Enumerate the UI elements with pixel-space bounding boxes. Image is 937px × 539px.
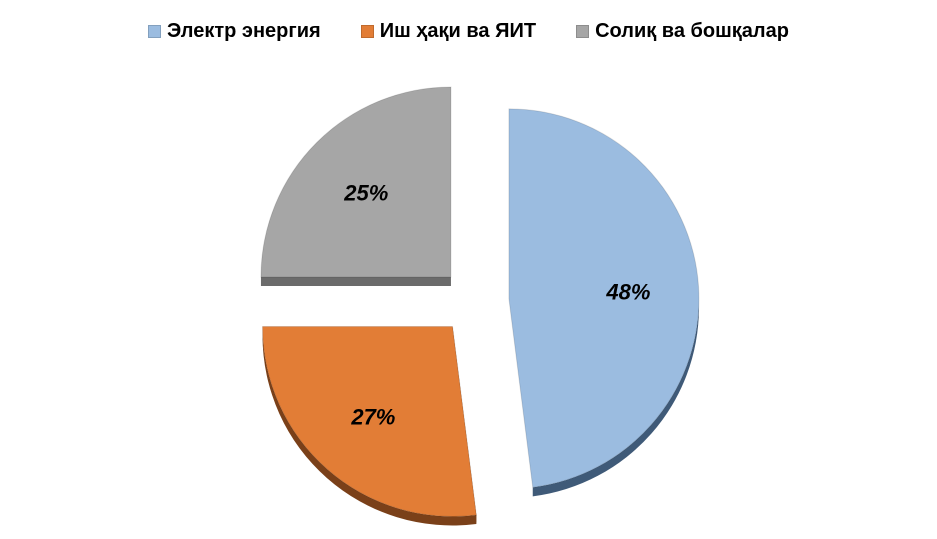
legend-swatch-electricity — [148, 25, 162, 38]
legend-item-electricity: Электр энергия — [148, 20, 321, 43]
legend-swatch-taxes — [576, 25, 590, 38]
legend-item-taxes: Солиқ ва бошқалар — [576, 20, 789, 43]
legend-item-wages: Иш ҳақи ва ЯИТ — [360, 20, 537, 43]
slice-label-taxes: 25% — [343, 180, 388, 205]
slice-label-wages: 27% — [350, 404, 395, 429]
pie-slice-edge-taxes — [260, 276, 451, 286]
pie-slice-taxes — [260, 86, 452, 278]
pie-slice-side-electricity — [532, 298, 699, 497]
legend-label-taxes: Солиқ ва бошқалар — [595, 20, 789, 42]
legend-swatch-wages — [360, 25, 374, 38]
legend-label-electricity: Электр энергия — [167, 20, 321, 42]
pie-slice-electricity — [508, 108, 700, 488]
slice-label-electricity: 48% — [605, 279, 650, 304]
chart-legend: Электр энергия Иш ҳақи ва ЯИТ Солиқ ва б… — [0, 20, 937, 43]
pie-slice-wages — [262, 326, 477, 517]
legend-label-wages: Иш ҳақи ва ЯИТ — [379, 20, 537, 42]
